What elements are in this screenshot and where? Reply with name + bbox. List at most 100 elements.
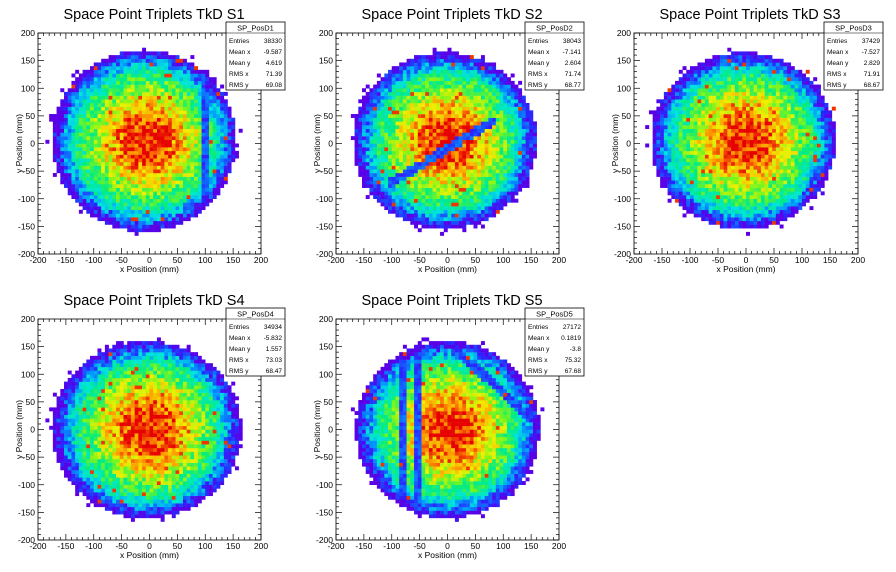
heatmap-bin [201, 117, 206, 122]
heatmap-bin [130, 58, 135, 63]
heatmap-bin [399, 158, 404, 163]
heatmap-bin [428, 143, 433, 148]
heatmap-bin [369, 132, 374, 137]
heatmap-bin [123, 132, 128, 137]
heatmap-bin [101, 180, 106, 185]
heatmap-bin [227, 117, 232, 122]
heatmap-bin [451, 176, 456, 181]
heatmap-bin [693, 132, 698, 137]
heatmap-bin [480, 147, 485, 152]
heatmap-bin [112, 125, 117, 130]
heatmap-bin [462, 106, 467, 111]
heatmap-bin [521, 125, 526, 130]
heatmap-bin [466, 143, 471, 148]
heatmap-bin [712, 195, 717, 199]
heatmap-bin [380, 165, 385, 170]
heatmap-bin [671, 154, 676, 159]
heatmap-bin [458, 198, 463, 203]
heatmap-bin [75, 80, 80, 85]
heatmap-bin [451, 150, 456, 155]
heatmap-bin [97, 66, 102, 71]
heatmap-bin [142, 121, 147, 126]
heatmap-bin [417, 69, 422, 74]
heatmap-bin [60, 158, 65, 163]
heatmap-bin [466, 106, 471, 111]
heatmap-bin [432, 202, 437, 207]
heatmap-bin [97, 77, 102, 82]
heatmap-bin [414, 180, 419, 185]
heatmap-bin [194, 165, 199, 170]
heatmap-bin [160, 147, 165, 152]
heatmap-bin [164, 110, 169, 115]
heatmap-bin [462, 110, 467, 115]
heatmap-bin [727, 139, 732, 144]
heatmap-bin [145, 102, 150, 107]
heatmap-bin [663, 114, 668, 118]
heatmap-bin [97, 198, 102, 203]
heatmap-bin [216, 176, 221, 181]
heatmap-bin [477, 150, 482, 155]
heatmap-bin [480, 184, 485, 188]
heatmap-bin [376, 80, 381, 85]
heatmap-bin [521, 150, 526, 155]
heatmap-bin [484, 62, 489, 67]
heatmap-bin [168, 84, 173, 89]
heatmap-bin [149, 191, 154, 196]
heatmap-bin [90, 150, 94, 155]
heatmap-bin [693, 143, 698, 148]
heatmap-bin [97, 88, 102, 93]
heatmap-bin [492, 88, 497, 93]
heatmap-bin [525, 184, 530, 188]
heatmap-bin [138, 143, 143, 148]
heatmap-bin [208, 176, 213, 181]
heatmap-bin [119, 161, 124, 166]
heatmap-bin [388, 114, 392, 118]
heatmap-bin [391, 198, 396, 203]
heatmap-bin [391, 77, 396, 82]
heatmap-bin [182, 84, 187, 89]
heatmap-bin [495, 158, 500, 163]
heatmap-bin [138, 132, 143, 137]
heatmap-bin [399, 139, 404, 144]
heatmap-bin [466, 66, 471, 71]
heatmap-bin [205, 176, 210, 181]
heatmap-bin [90, 132, 94, 137]
heatmap-bin [220, 169, 225, 174]
heatmap-bin [119, 110, 124, 115]
heatmap-bin [186, 117, 191, 122]
heatmap-bin [432, 121, 437, 126]
heatmap-bin [101, 110, 106, 115]
heatmap-bin [399, 180, 404, 185]
heatmap-bin [406, 191, 411, 196]
heatmap-bin [723, 217, 728, 222]
heatmap-bin [142, 69, 147, 74]
heatmap-bin [104, 206, 109, 211]
heatmap-bin [686, 80, 691, 85]
heatmap-bin [391, 195, 396, 199]
heatmap-bin [171, 55, 176, 60]
heatmap-bin [179, 191, 184, 196]
heatmap-bin [686, 206, 691, 211]
heatmap-bin [514, 180, 519, 185]
heatmap-bin [440, 136, 445, 141]
heatmap-bin [473, 106, 478, 111]
heatmap-bin [406, 62, 411, 67]
heatmap-bin [428, 150, 433, 155]
heatmap-bin [697, 125, 702, 130]
heatmap-bin [127, 62, 132, 67]
heatmap-bin [234, 150, 239, 155]
heatmap-bin [518, 158, 523, 163]
heatmap-bin [514, 102, 519, 107]
heatmap-bin [78, 77, 83, 82]
heatmap-bin [138, 66, 143, 71]
heatmap-bin [182, 184, 187, 188]
heatmap-bin [182, 128, 187, 133]
heatmap-bin [179, 139, 184, 144]
heatmap-bin [384, 198, 389, 203]
heatmap-bin [164, 114, 169, 118]
heatmap-bin [477, 125, 482, 130]
heatmap-bin [443, 55, 448, 60]
heatmap-bin [704, 128, 709, 133]
heatmap-bin [436, 55, 441, 60]
heatmap-bin [227, 154, 232, 159]
